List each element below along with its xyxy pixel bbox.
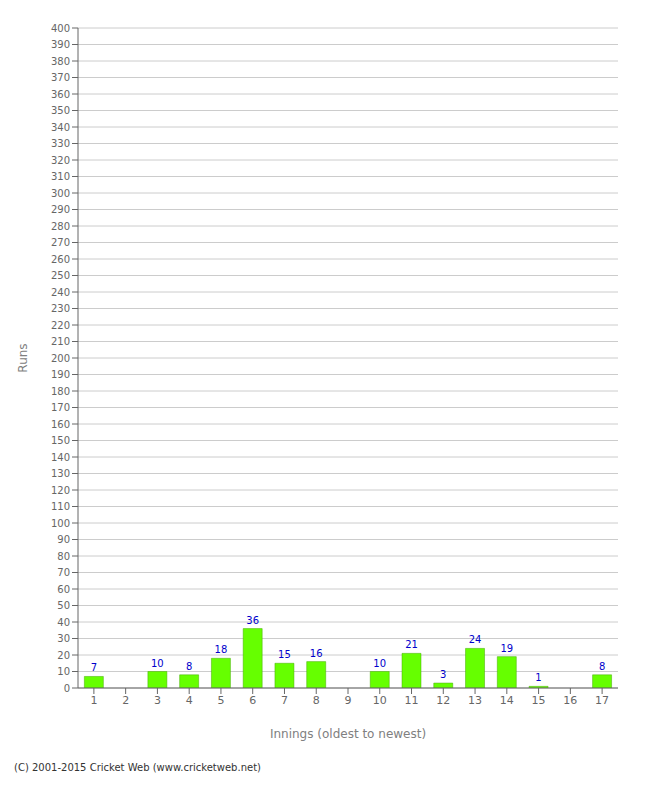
svg-text:40: 40: [57, 617, 70, 628]
svg-text:8: 8: [313, 694, 320, 707]
svg-text:15: 15: [532, 694, 546, 707]
svg-text:8: 8: [599, 661, 605, 672]
svg-text:350: 350: [51, 105, 70, 116]
svg-text:320: 320: [51, 155, 70, 166]
svg-text:3: 3: [440, 669, 446, 680]
svg-text:4: 4: [186, 694, 193, 707]
svg-text:17: 17: [595, 694, 609, 707]
svg-text:21: 21: [405, 639, 418, 650]
svg-text:19: 19: [500, 643, 513, 654]
svg-text:Innings (oldest to newest): Innings (oldest to newest): [270, 727, 426, 741]
svg-text:170: 170: [51, 402, 70, 413]
svg-text:230: 230: [51, 303, 70, 314]
svg-text:120: 120: [51, 485, 70, 496]
svg-text:330: 330: [51, 138, 70, 149]
svg-text:110: 110: [51, 501, 70, 512]
svg-text:270: 270: [51, 237, 70, 248]
svg-text:10: 10: [151, 658, 164, 669]
svg-text:340: 340: [51, 122, 70, 133]
svg-text:11: 11: [405, 694, 419, 707]
svg-text:200: 200: [51, 353, 70, 364]
svg-text:15: 15: [278, 649, 291, 660]
svg-text:16: 16: [310, 648, 323, 659]
svg-text:30: 30: [57, 633, 70, 644]
svg-text:14: 14: [500, 694, 514, 707]
svg-text:400: 400: [51, 23, 70, 34]
svg-text:0: 0: [64, 683, 70, 694]
svg-text:260: 260: [51, 254, 70, 265]
svg-text:Runs: Runs: [16, 343, 30, 372]
html-text:(C) 2001-2015 Cricket Web (www: (C) 2001-2015 Cricket Web (www.cricketwe…: [14, 762, 261, 773]
svg-text:150: 150: [51, 435, 70, 446]
svg-text:140: 140: [51, 452, 70, 463]
svg-text:10: 10: [373, 658, 386, 669]
svg-text:60: 60: [57, 584, 70, 595]
svg-text:360: 360: [51, 89, 70, 100]
svg-text:280: 280: [51, 221, 70, 232]
svg-text:80: 80: [57, 551, 70, 562]
svg-text:24: 24: [469, 634, 482, 645]
svg-text:6: 6: [249, 694, 256, 707]
svg-text:210: 210: [51, 336, 70, 347]
svg-text:220: 220: [51, 320, 70, 331]
svg-text:7: 7: [91, 662, 97, 673]
svg-text:18: 18: [215, 644, 228, 655]
svg-text:1: 1: [90, 694, 97, 707]
svg-text:50: 50: [57, 600, 70, 611]
svg-text:5: 5: [217, 694, 224, 707]
svg-text:100: 100: [51, 518, 70, 529]
svg-text:160: 160: [51, 419, 70, 430]
svg-text:130: 130: [51, 468, 70, 479]
svg-text:12: 12: [436, 694, 450, 707]
svg-text:13: 13: [468, 694, 482, 707]
svg-text:8: 8: [186, 661, 192, 672]
svg-text:10: 10: [57, 666, 70, 677]
svg-text:390: 390: [51, 39, 70, 50]
svg-text:300: 300: [51, 188, 70, 199]
svg-text:20: 20: [57, 650, 70, 661]
svg-text:9: 9: [345, 694, 352, 707]
svg-text:370: 370: [51, 72, 70, 83]
svg-text:2: 2: [122, 694, 129, 707]
svg-text:180: 180: [51, 386, 70, 397]
svg-text:240: 240: [51, 287, 70, 298]
svg-text:250: 250: [51, 270, 70, 281]
svg-text:290: 290: [51, 204, 70, 215]
svg-text:90: 90: [57, 534, 70, 545]
svg-text:3: 3: [154, 694, 161, 707]
svg-text:1: 1: [535, 672, 541, 683]
svg-text:380: 380: [51, 56, 70, 67]
svg-text:70: 70: [57, 567, 70, 578]
svg-text:7: 7: [281, 694, 288, 707]
svg-text:310: 310: [51, 171, 70, 182]
svg-text:190: 190: [51, 369, 70, 380]
svg-text:16: 16: [563, 694, 577, 707]
svg-text:36: 36: [246, 615, 259, 626]
svg-text:10: 10: [373, 694, 387, 707]
